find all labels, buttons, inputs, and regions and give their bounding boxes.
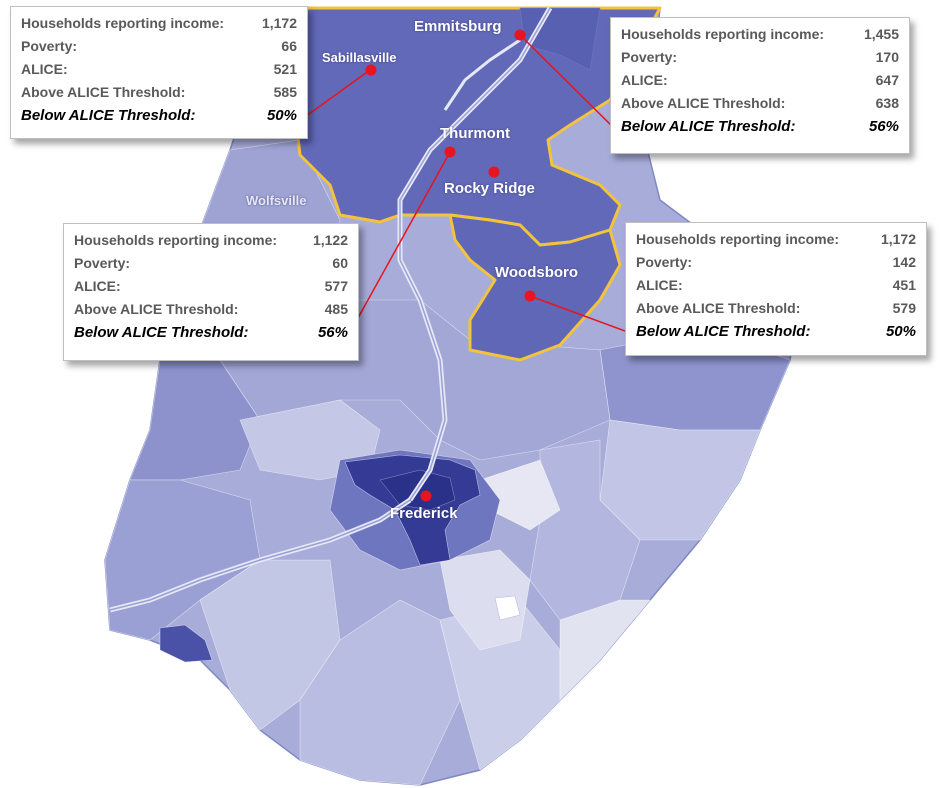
below-label: Below ALICE Threshold: xyxy=(621,118,796,135)
alice-label: ALICE: xyxy=(21,61,68,77)
poverty-value: 142 xyxy=(892,254,916,270)
callout-woodsboro: Households reporting income: 1,172 Povert… xyxy=(625,222,927,356)
town-label-frederick: Frederick xyxy=(390,505,458,522)
region-southeast-white xyxy=(494,595,521,621)
above-value: 579 xyxy=(892,300,916,316)
poverty-label: Poverty: xyxy=(636,254,693,270)
region-east-c xyxy=(529,439,641,621)
poverty-value: 66 xyxy=(281,38,297,54)
alice-row: ALICE: 521 xyxy=(21,58,297,81)
town-label-thurmont: Thurmont xyxy=(440,125,510,142)
above-row: Above ALICE Threshold: 585 xyxy=(21,81,297,104)
leader-line-thurmont xyxy=(357,151,451,319)
alice-label: ALICE: xyxy=(621,72,668,88)
leader-line-emmitsburg xyxy=(519,34,619,133)
above-value: 638 xyxy=(875,95,899,111)
households-value: 1,172 xyxy=(880,231,916,247)
above-value: 585 xyxy=(273,84,297,100)
poverty-label: Poverty: xyxy=(74,255,131,271)
poverty-row: Poverty: 170 xyxy=(621,46,899,69)
above-row: Above ALICE Threshold: 579 xyxy=(636,297,916,320)
town-label-sabillasville: Sabillasville xyxy=(322,50,397,65)
below-value: 50% xyxy=(885,323,916,340)
poverty-row: Poverty: 60 xyxy=(74,252,348,275)
below-row: Below ALICE Threshold: 56% xyxy=(621,115,899,138)
alice-value: 451 xyxy=(892,277,916,293)
households-value: 1,122 xyxy=(312,232,348,248)
callout-emmitsburg: Households reporting income: 1,455 Povert… xyxy=(610,17,910,154)
town-dot-thurmont xyxy=(444,146,456,158)
below-value: 56% xyxy=(868,118,899,135)
town-label-wolfsville: Wolfsville xyxy=(246,193,307,208)
alice-value: 521 xyxy=(273,61,297,77)
alice-value: 647 xyxy=(875,72,899,88)
above-row: Above ALICE Threshold: 638 xyxy=(621,92,899,115)
households-label: Households reporting income: xyxy=(636,231,840,247)
below-value: 50% xyxy=(266,107,297,124)
households-row: Households reporting income: 1,172 xyxy=(21,12,297,35)
below-row: Below ALICE Threshold: 50% xyxy=(636,320,916,343)
households-value: 1,455 xyxy=(863,26,899,42)
town-dot-frederick xyxy=(420,490,432,502)
poverty-row: Poverty: 142 xyxy=(636,251,916,274)
poverty-label: Poverty: xyxy=(621,49,678,65)
alice-row: ALICE: 577 xyxy=(74,275,348,298)
below-row: Below ALICE Threshold: 56% xyxy=(74,321,348,344)
town-dot-rocky-ridge xyxy=(488,166,500,178)
region-south-light-c xyxy=(439,599,561,771)
town-dot-sabillasville xyxy=(365,64,377,76)
below-label: Below ALICE Threshold: xyxy=(74,324,249,341)
poverty-label: Poverty: xyxy=(21,38,78,54)
poverty-row: Poverty: 66 xyxy=(21,35,297,58)
alice-row: ALICE: 647 xyxy=(621,69,899,92)
above-value: 485 xyxy=(324,301,348,317)
above-label: Above ALICE Threshold: xyxy=(636,300,801,316)
town-label-rocky-ridge: Rocky Ridge xyxy=(444,180,535,197)
above-label: Above ALICE Threshold: xyxy=(74,301,239,317)
households-label: Households reporting income: xyxy=(21,15,225,31)
alice-label: ALICE: xyxy=(636,277,683,293)
callout-thurmont: Households reporting income: 1,122 Povert… xyxy=(63,223,359,361)
above-label: Above ALICE Threshold: xyxy=(21,84,186,100)
region-southeast-lightest-b xyxy=(439,549,531,651)
highway-northwest-spur xyxy=(443,38,521,111)
above-row: Above ALICE Threshold: 485 xyxy=(74,298,348,321)
below-label: Below ALICE Threshold: xyxy=(21,107,196,124)
leader-line-woodsboro xyxy=(529,295,637,336)
town-label-emmitsburg: Emmitsburg xyxy=(414,18,502,35)
highway-north-south-inner xyxy=(399,7,551,501)
below-value: 56% xyxy=(317,324,348,341)
households-label: Households reporting income: xyxy=(74,232,278,248)
households-row: Households reporting income: 1,172 xyxy=(636,228,916,251)
poverty-value: 170 xyxy=(875,49,899,65)
callout-sabillasville: Households reporting income: 1,172 Povert… xyxy=(10,6,308,139)
highway-west-inner xyxy=(109,499,411,611)
alice-label: ALICE: xyxy=(74,278,121,294)
leader-line-sabillasville xyxy=(297,69,371,123)
below-label: Below ALICE Threshold: xyxy=(636,323,811,340)
town-dot-emmitsburg xyxy=(514,29,526,41)
poverty-value: 60 xyxy=(332,255,348,271)
households-row: Households reporting income: 1,122 xyxy=(74,229,348,252)
alice-row: ALICE: 451 xyxy=(636,274,916,297)
town-dot-woodsboro xyxy=(524,290,536,302)
town-label-woodsboro: Woodsboro xyxy=(495,264,579,281)
households-label: Households reporting income: xyxy=(621,26,825,42)
highlighted-region-south xyxy=(448,213,622,362)
households-value: 1,172 xyxy=(261,15,297,31)
below-row: Below ALICE Threshold: 50% xyxy=(21,104,297,127)
region-southwest-dark xyxy=(159,624,213,663)
households-row: Households reporting income: 1,455 xyxy=(621,23,899,46)
above-label: Above ALICE Threshold: xyxy=(621,95,786,111)
alice-value: 577 xyxy=(324,278,348,294)
region-east-b xyxy=(599,419,761,541)
